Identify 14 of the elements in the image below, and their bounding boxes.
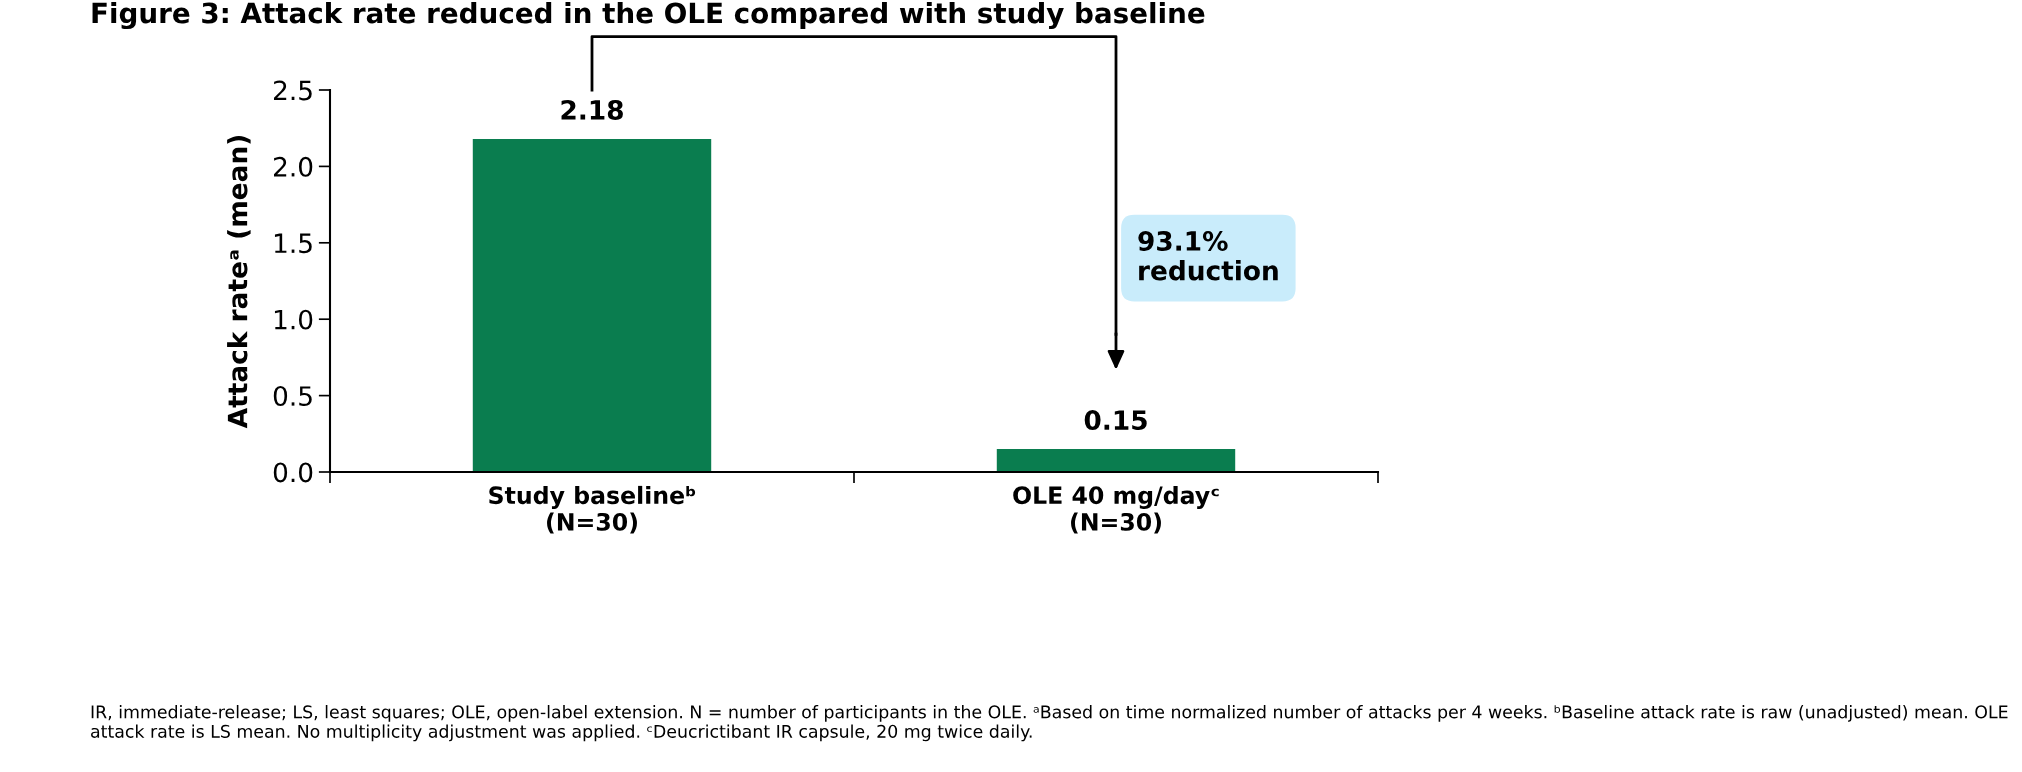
y-tick-label: 2.0 [274,156,313,177]
y-tick-label: 1.5 [274,233,312,254]
x-tick-label: OLE 40 mg/dayᶜ (N=30) [1013,485,1219,534]
y-tick-label: 1.0 [274,309,313,330]
y-tick-label: 0.5 [273,386,312,406]
x-tick-label: Study baselineᵇ (N=30) [489,485,696,534]
annotation: 93.1% reduction [1138,231,1278,281]
y-tick-label: 0.0 [273,462,313,483]
y-axis-title: Attack rateᵃ (mean) [227,136,251,429]
data-label: 2.18 [561,99,623,120]
chart-title: Figure 3: Attack rate reduced in the OLE compared with study baseline [92,2,1205,30]
data-label: 0.15 [1084,410,1147,431]
text: IR, immediate-release; LS, least squares; OLE, open-label extension. N = number of participants in the OLE. ᵃBased on time normalized number of attacks per 4 weeks. ᵇBaseline attack rate is raw (unadjusted) mean. OLE attack rate is LS mean. No multiplicity adjustment was applied. ᶜDeucrictibant IR capsule, 20 mg twice daily. [91,705,2008,742]
y-tick-label: 2.5 [274,80,312,101]
